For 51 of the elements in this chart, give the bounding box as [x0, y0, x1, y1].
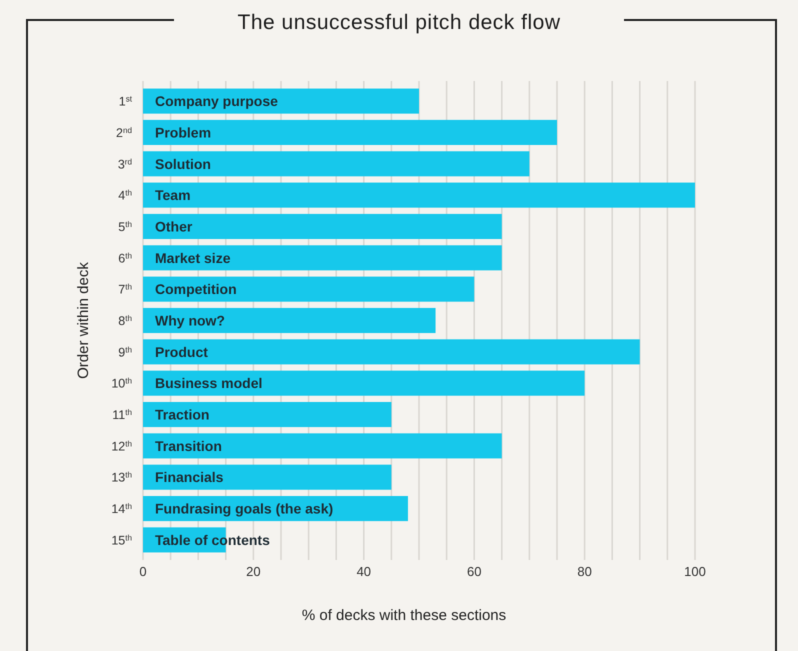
x-tick-label: 40 [356, 564, 372, 580]
x-tick-label: 60 [466, 564, 482, 580]
y-tick-label: 15$^{th}$ [111, 532, 132, 548]
bar [143, 433, 502, 458]
annotation: Product [155, 344, 208, 360]
x-tick-label: 0 [139, 564, 147, 580]
y-tick-label: 11$^{th}$ [112, 408, 132, 422]
bar [143, 182, 695, 208]
y-tick-label: 14$^{th}$ [111, 502, 132, 516]
annotation: Traction [155, 406, 210, 423]
bar [143, 402, 392, 428]
x-tick-label: 80 [577, 564, 592, 580]
y-tick-label: 1$^{st}$ [118, 94, 133, 109]
bar [143, 214, 502, 240]
y-tick-label: 12$^{th}$ [111, 438, 132, 454]
y-tick-label: 7$^{th}$ [118, 282, 132, 297]
chart-title: The unsuccessful pitch deck flow [238, 11, 561, 34]
annotation: Fundrasing goals (the ask) [155, 500, 334, 517]
y-tick-label: 5$^{th}$ [118, 219, 132, 234]
annotation: Competition [155, 281, 237, 298]
bar [143, 464, 392, 490]
y-tick-label: 10$^{th}$ [111, 376, 132, 391]
x-axis-title: % of decks with these sections [302, 607, 506, 624]
y-tick-label: 13$^{th}$ [111, 470, 132, 485]
y-tick-label: 9$^{th}$ [118, 344, 132, 360]
y-tick-label: 8$^{th}$ [118, 314, 132, 328]
bar [143, 276, 474, 302]
annotation: Transition [155, 438, 222, 454]
annotation: Team [155, 187, 191, 204]
x-tick-label: 20 [246, 564, 261, 580]
x-tick-label: 100 [684, 564, 706, 580]
annotation: Company purpose [155, 93, 278, 110]
bar [143, 370, 585, 396]
y-tick-label: 6$^{th}$ [118, 250, 132, 266]
y-tick-label: 3$^{rd}$ [118, 156, 132, 172]
annotation: Problem [155, 124, 212, 140]
bar [143, 308, 436, 334]
bar [143, 120, 557, 145]
annotation: Other [155, 218, 193, 234]
annotation: Financials [155, 469, 224, 486]
annotation: Market size [155, 250, 231, 266]
annotation: Why now? [155, 312, 225, 328]
y-axis-title: Order within deck [75, 262, 92, 379]
y-tick-label: 2$^{nd}$ [116, 125, 132, 140]
bar [143, 339, 640, 364]
bar [143, 88, 419, 114]
bar [143, 245, 502, 270]
bar [143, 151, 530, 176]
annotation: Business model [155, 375, 262, 392]
y-tick-label: 4$^{th}$ [118, 188, 132, 203]
annotation: Solution [155, 156, 211, 172]
